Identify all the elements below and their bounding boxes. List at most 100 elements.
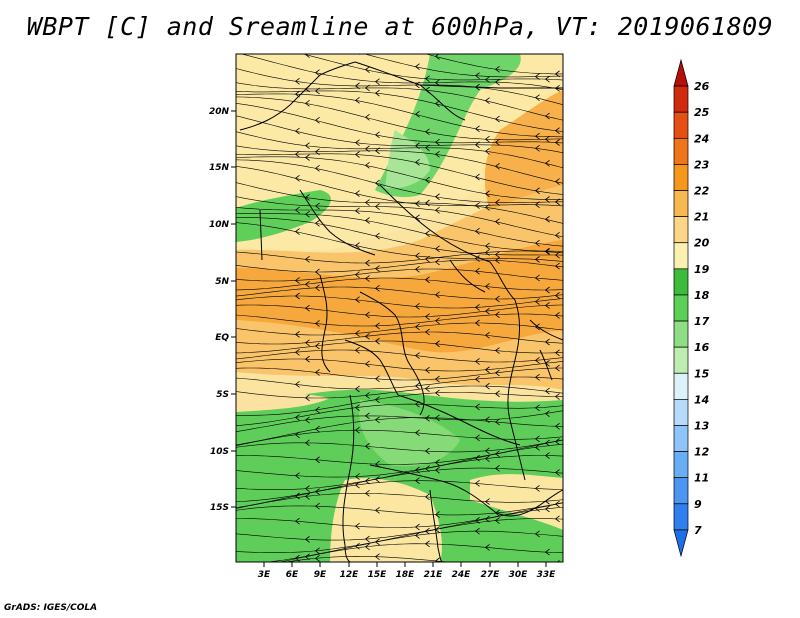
streamline (236, 295, 563, 309)
streamline (236, 93, 563, 138)
colorbar-swatch (673, 268, 689, 296)
lat-label: 15S (210, 503, 229, 513)
streamline-arrow (434, 291, 440, 299)
streamline-arrow (424, 540, 430, 548)
streamline (236, 277, 563, 291)
colorbar-swatch (673, 346, 689, 374)
streamline-arrow (474, 454, 480, 462)
streamline (236, 182, 563, 224)
lon-label: 15E (368, 570, 388, 580)
streamline-arrow (364, 489, 370, 497)
streamline-arrow (434, 375, 440, 383)
streamline-arrow (374, 506, 380, 514)
streamline-arrow (424, 527, 430, 535)
streamline (424, 54, 563, 75)
streamline-arrow (374, 131, 380, 139)
streamline-arrow (304, 536, 310, 543)
streamline-arrow (294, 206, 300, 214)
streamline-arrow (364, 113, 370, 121)
streamline-arrow (494, 218, 500, 225)
colorbar-swatch (673, 503, 689, 531)
colorbar-label: 23 (694, 158, 710, 171)
streamline-arrow (354, 271, 360, 278)
streamline-arrow (434, 557, 440, 562)
streamline-arrow (374, 78, 380, 85)
streamline-arrow (484, 544, 490, 551)
colorbar-label: 15 (694, 367, 710, 380)
streamline-arrow (424, 255, 430, 263)
field-green-west (236, 190, 331, 242)
streamline-arrow (364, 259, 370, 267)
streamline-arrow (554, 422, 560, 430)
streamline-arrow (544, 159, 550, 167)
streamline-arrow (484, 97, 490, 105)
streamline-arrow (484, 242, 490, 250)
streamline (236, 403, 563, 427)
streamline-arrow (374, 416, 380, 424)
streamline-arrow (414, 323, 420, 331)
streamline-arrow (374, 89, 380, 97)
streamline-arrow (354, 481, 360, 489)
lon-label: 30E (509, 570, 529, 580)
streamline-arrow (424, 415, 430, 422)
colorbar-label: 7 (694, 524, 702, 537)
streamline-arrow (414, 303, 420, 310)
streamline (236, 103, 563, 144)
streamline-arrow (314, 406, 320, 414)
streamline (278, 543, 563, 562)
streamline-arrow (294, 381, 300, 388)
streamline-arrow (476, 574, 480, 580)
streamline-arrow (294, 492, 300, 500)
streamline-arrow (494, 517, 500, 524)
streamline (236, 444, 563, 478)
streamline-arrow (414, 523, 420, 531)
streamline-arrow (554, 364, 560, 372)
colorbar-label: 20 (694, 237, 710, 250)
streamline-arrow (484, 76, 490, 83)
streamline (236, 455, 563, 490)
streamline-arrow (534, 298, 540, 305)
streamline-arrow (294, 431, 300, 439)
streamline-arrow (484, 283, 490, 290)
streamline-arrow (294, 150, 300, 158)
colorbar-swatch (673, 372, 689, 400)
streamline-arrow (544, 286, 550, 294)
streamline-arrow (374, 476, 380, 483)
streamline-arrow (354, 190, 360, 197)
streamline-arrow (554, 198, 560, 206)
streamline (236, 217, 563, 256)
colorbar-swatch (673, 425, 689, 452)
streamline-arrow (374, 179, 380, 187)
streamline-arrow (484, 190, 490, 198)
streamline-arrow (364, 199, 370, 206)
streamline-arrow (304, 54, 310, 58)
colorbar-label: 14 (694, 393, 709, 406)
streamline-arrow (374, 538, 380, 546)
streamline-arrow (494, 138, 500, 146)
streamline-arrow (484, 447, 490, 455)
streamline-arrow (494, 509, 500, 517)
streamline-arrow (294, 77, 300, 85)
streamline-arrow (316, 29, 320, 35)
streamline-arrow (364, 412, 370, 420)
streamline-arrow (474, 173, 480, 181)
streamline (236, 145, 563, 184)
streamline-arrow (434, 206, 440, 214)
streamline-arrow (544, 215, 550, 223)
streamline-arrow (534, 256, 540, 263)
lat-label: EQ (215, 333, 229, 343)
colorbar-swatch (673, 320, 689, 348)
streamline-arrow (304, 439, 310, 447)
colorbar-swatch (673, 85, 689, 113)
streamline-arrow (304, 194, 310, 201)
streamline-arrow (414, 477, 420, 485)
streamline-arrow (374, 285, 380, 292)
streamline-arrow (414, 382, 420, 390)
streamline-arrow (544, 75, 550, 83)
streamline-arrow (494, 295, 500, 303)
streamline-arrow (294, 331, 300, 338)
streamline (236, 259, 563, 273)
streamline-arrow (534, 201, 540, 209)
streamline-arrow (364, 477, 370, 485)
streamline-arrow (354, 296, 360, 304)
